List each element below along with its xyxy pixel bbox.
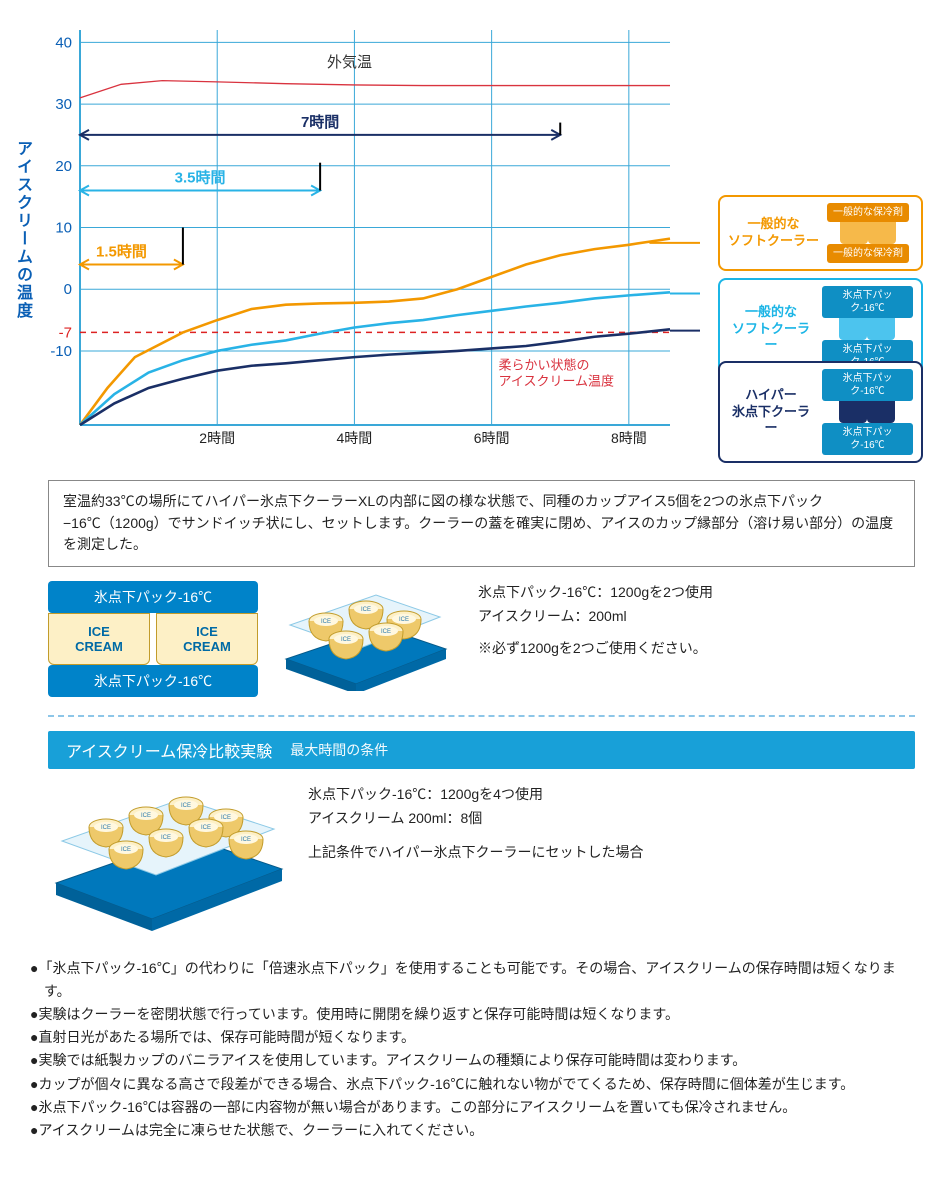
svg-text:ICE: ICE <box>241 837 251 843</box>
svg-text:40: 40 <box>55 34 72 51</box>
setup-row-1: 氷点下パック-16℃ ICE CREAM ICE CREAM 氷点下パック-16… <box>48 581 915 697</box>
note-item: ●実験では紙製カップのバニラアイスを使用しています。アイスクリームの種類により保… <box>30 1049 915 1072</box>
svg-text:外気温: 外気温 <box>327 54 372 71</box>
svg-text:4時間: 4時間 <box>337 430 373 446</box>
iso-ice-8cups-icon: ICE ICE ICE ICE ICE ICE ICE ICE <box>48 783 288 933</box>
note-item: ●直射日光があたる場所では、保存可能時間が短くなります。 <box>30 1026 915 1049</box>
info-text-2: 氷点下パック-16℃：1200gを4つ使用 アイスクリーム 200ml：8個 上… <box>308 783 643 864</box>
legend-navy: ハイパー 氷点下クーラー 氷点下パック-16℃ 氷点下パック-16℃ <box>718 361 923 463</box>
svg-text:ICE: ICE <box>181 803 191 809</box>
svg-text:6時間: 6時間 <box>474 430 510 446</box>
chart-svg: -10 0 10 20 30 40 -7 2時間 4時間 6時間 8時間 外気温柔らかい状態のアイスク… <box>0 0 700 460</box>
svg-text:-7: -7 <box>59 324 72 341</box>
svg-text:3.5時間: 3.5時間 <box>175 168 226 186</box>
setup-row-2: ICE ICE ICE ICE ICE ICE ICE ICE 氷点下パック-1… <box>48 783 915 933</box>
svg-text:ICE: ICE <box>321 619 331 625</box>
svg-text:ICE: ICE <box>201 825 211 831</box>
legend-orange-title: 一般的な ソフトクーラー <box>728 216 819 250</box>
info2-line2: アイスクリーム 200ml：8個 <box>308 807 643 831</box>
info1-line1: 氷点下パック-16℃：1200gを2つ使用 <box>478 581 713 605</box>
legend-orange-graphic: 一般的な保冷剤 一般的な保冷剤 <box>827 203 909 263</box>
note-item: ●実験はクーラーを密閉状態で行っています。使用時に開閉を繰り返すと保存可能時間は… <box>30 1003 915 1026</box>
note-item: ●氷点下パック-16℃は容器の一部に内容物が無い場合があります。この部分にアイス… <box>30 1096 915 1119</box>
info2-line1: 氷点下パック-16℃：1200gを4つ使用 <box>308 783 643 807</box>
svg-text:ICE: ICE <box>361 607 371 613</box>
note-item: ●「氷点下パック-16℃」の代わりに「倍速氷点下パック」を使用することも可能です… <box>30 957 915 1003</box>
svg-text:柔らかい状態の: 柔らかい状態の <box>498 357 589 372</box>
svg-text:ICE: ICE <box>141 813 151 819</box>
ice-cream-cup: ICE CREAM <box>156 613 258 665</box>
pack-slab-top: 氷点下パック-16℃ <box>48 581 258 613</box>
svg-text:2時間: 2時間 <box>199 430 235 446</box>
legend-cyan-title: 一般的な ソフトクーラー <box>728 304 814 355</box>
svg-text:アイスクリーム温度: アイスクリーム温度 <box>498 373 614 388</box>
svg-text:20: 20 <box>55 158 72 175</box>
info2-line3: 上記条件でハイパー氷点下クーラーにセットした場合 <box>308 841 643 865</box>
svg-text:ICE: ICE <box>341 637 351 643</box>
svg-text:0: 0 <box>64 281 72 298</box>
svg-text:ICE: ICE <box>161 835 171 841</box>
svg-text:-10: -10 <box>50 343 72 360</box>
note-item: ●アイスクリームは完全に凍らせた状態で、クーラーに入れてください。 <box>30 1119 915 1142</box>
legend-navy-title: ハイパー 氷点下クーラー <box>728 387 814 438</box>
legend-slab: 一般的な保冷剤 <box>827 244 909 263</box>
info1-note: ※必ず1200gを2つご使用ください。 <box>478 637 713 661</box>
info-text-1: 氷点下パック-16℃：1200gを2つ使用 アイスクリーム：200ml ※必ず1… <box>478 581 713 660</box>
svg-text:10: 10 <box>55 220 72 237</box>
iso-ice-5cups-icon: ICE ICE ICE ICE ICE <box>278 581 458 691</box>
notes-list: ●「氷点下パック-16℃」の代わりに「倍速氷点下パック」を使用することも可能です… <box>30 957 915 1142</box>
note-item: ●カップが個々に異なる高さで段差ができる場合、氷点下パック-16℃に触れない物が… <box>30 1073 915 1096</box>
svg-text:ICE: ICE <box>381 629 391 635</box>
svg-text:ICE: ICE <box>221 815 231 821</box>
svg-text:8時間: 8時間 <box>611 430 647 446</box>
svg-text:1.5時間: 1.5時間 <box>96 243 147 261</box>
svg-text:ICE: ICE <box>399 617 409 623</box>
temperature-chart: アイスクリームの温度 -10010203040-72時間4時間6時間8時間外気温… <box>0 0 935 470</box>
pack-slab-bottom: 氷点下パック-16℃ <box>48 665 258 697</box>
pack-sandwich-diagram: 氷点下パック-16℃ ICE CREAM ICE CREAM 氷点下パック-16… <box>48 581 258 697</box>
experiment-banner: アイスクリーム保冷比較実験 最大時間の条件 <box>48 731 915 769</box>
svg-text:ICE: ICE <box>121 847 131 853</box>
banner-sub: 最大時間の条件 <box>290 740 388 760</box>
svg-text:30: 30 <box>55 96 72 113</box>
legend-orange: 一般的な ソフトクーラー 一般的な保冷剤 一般的な保冷剤 <box>718 195 923 271</box>
banner-title: アイスクリーム保冷比較実験 <box>66 738 272 762</box>
experiment-description: 室温約33℃の場所にてハイパー氷点下クーラーXLの内部に図の様な状態で、同種のカ… <box>48 480 915 567</box>
svg-text:ICE: ICE <box>101 825 111 831</box>
info1-line2: アイスクリーム：200ml <box>478 605 713 629</box>
svg-text:7時間: 7時間 <box>301 113 339 131</box>
legend-slab: 一般的な保冷剤 <box>827 203 909 222</box>
ice-cream-cup: ICE CREAM <box>48 613 150 665</box>
section-divider <box>48 715 915 717</box>
